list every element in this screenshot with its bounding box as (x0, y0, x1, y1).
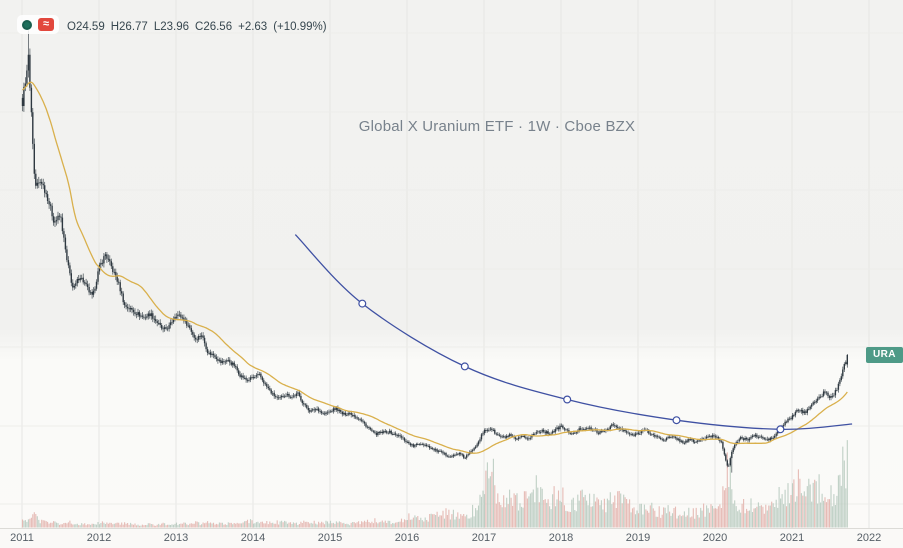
legend-open-value: O24.59 (67, 21, 105, 33)
symbol-price-label: URA (866, 347, 903, 363)
time-axis-year-label: 2015 (317, 532, 343, 544)
legend-change-pct-value: (+10.99%) (273, 21, 327, 33)
time-axis-year-label: 2019 (625, 532, 651, 544)
time-axis-year-label: 2022 (856, 532, 882, 544)
time-axis-year-label: 2017 (471, 532, 497, 544)
time-axis-year-label: 2021 (779, 532, 805, 544)
legend-low-value: L23.96 (153, 21, 190, 33)
time-axis-year-label: 2013 (163, 532, 189, 544)
time-axis-year-label: 2011 (10, 532, 34, 544)
time-axis-year-label: 2014 (240, 532, 266, 544)
time-axis-year-label: 2012 (86, 532, 112, 544)
legend-close-value: C26.56 (195, 21, 233, 33)
time-axis-year-label: 2016 (394, 532, 420, 544)
logo-dot-icon (22, 19, 32, 30)
legend-change-value: +2.63 (238, 21, 268, 33)
wave-badge-icon: ≈ (38, 18, 54, 31)
symbol-watermark: Global X Uranium ETF · 1W · Cboe BZX (358, 118, 636, 135)
legend-high-value: H26.77 (110, 21, 148, 33)
time-axis-year-label: 2020 (702, 532, 728, 544)
time-axis[interactable]: 2011 2012 2013 2014 2015 2016 2017 2018 2019 2020… (0, 528, 903, 548)
time-axis-year-label: 2018 (548, 532, 574, 544)
ohlc-legend: O24.59 H26.77 L23.96 C26.56 +2.63 (+10.9… (67, 21, 327, 33)
overlay-icons: ≈ (17, 15, 59, 34)
